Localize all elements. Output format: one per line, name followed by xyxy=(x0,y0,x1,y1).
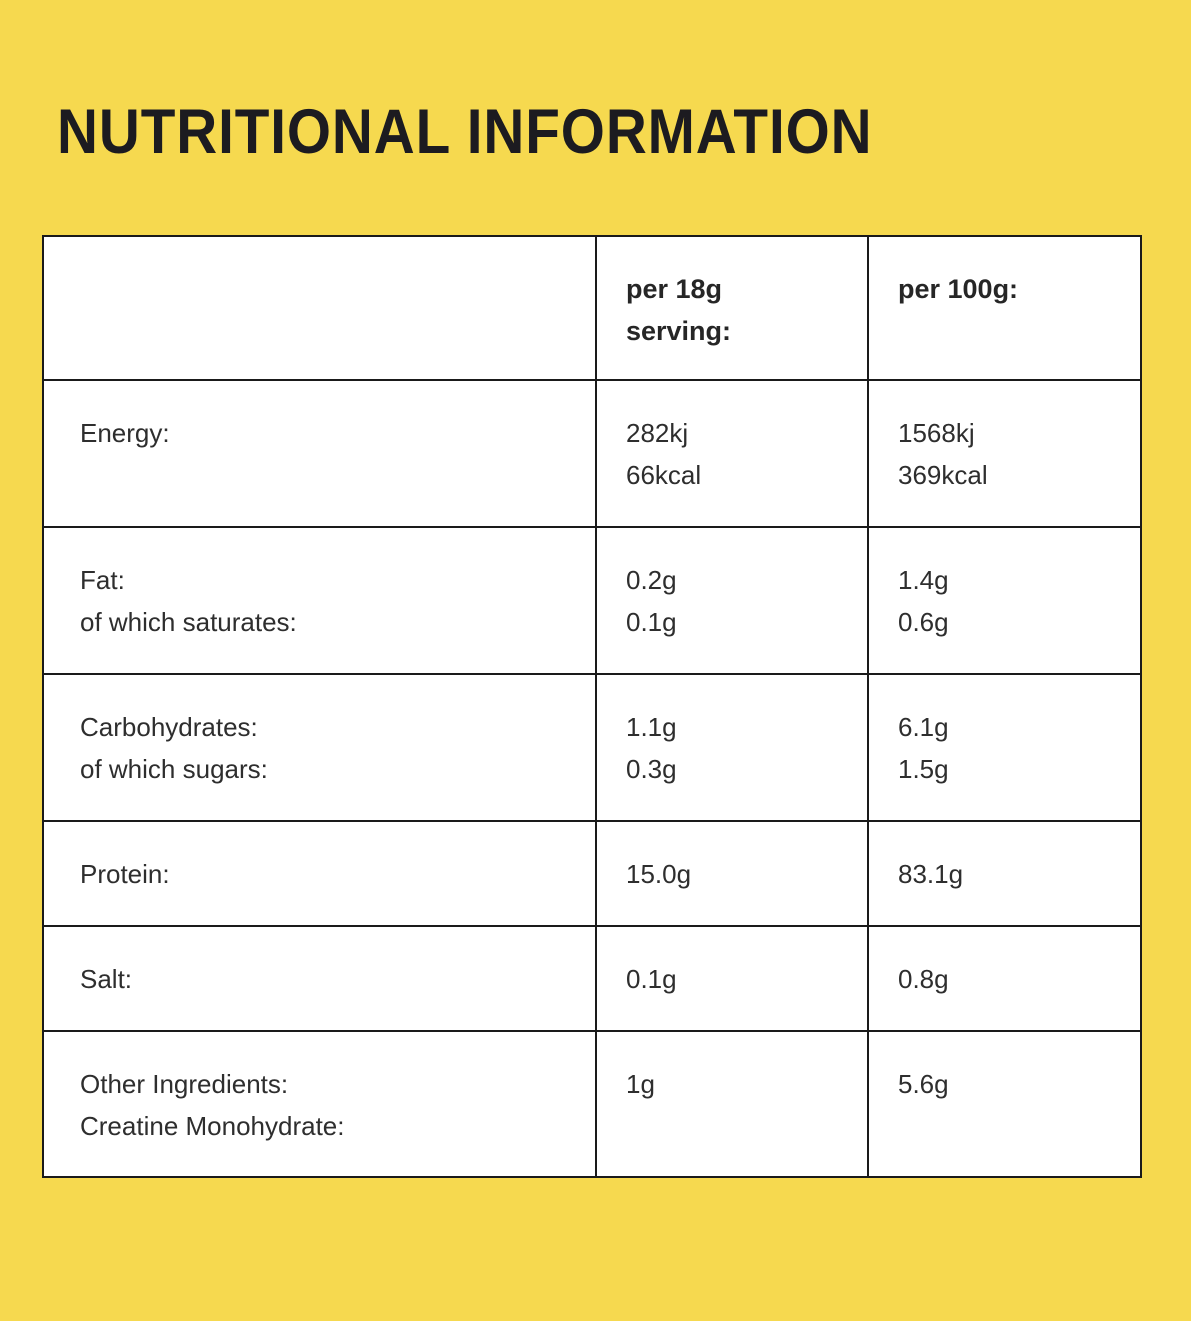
row-energy: Energy: 282kj 66kcal 1568kj 369kcal xyxy=(42,379,1142,528)
value-per-100g: 6.1g 1.5g xyxy=(867,673,1142,822)
value-per-100g: 1568kj 369kcal xyxy=(867,379,1142,528)
page-title: NUTRITIONAL INFORMATION xyxy=(57,97,873,167)
value-per-serving: 0.1g xyxy=(595,925,869,1032)
row-label: Energy: xyxy=(42,379,597,528)
value-per-serving: 1g xyxy=(595,1030,869,1178)
col-header-per-100g: per 100g: xyxy=(867,235,1142,381)
row-other-ingredients: Other Ingredients: Creatine Monohydrate:… xyxy=(42,1030,1142,1178)
value-per-100g: 83.1g xyxy=(867,820,1142,927)
col-header-empty xyxy=(42,235,597,381)
nutrition-table: per 18g serving: per 100g: Energy: 282kj… xyxy=(42,235,1142,1178)
row-label: Carbohydrates: of which sugars: xyxy=(42,673,597,822)
header-row: per 18g serving: per 100g: xyxy=(42,235,1142,381)
row-salt: Salt: 0.1g 0.8g xyxy=(42,925,1142,1032)
row-fat: Fat: of which saturates: 0.2g 0.1g 1.4g … xyxy=(42,526,1142,675)
value-per-serving: 0.2g 0.1g xyxy=(595,526,869,675)
row-protein: Protein: 15.0g 83.1g xyxy=(42,820,1142,927)
value-per-serving: 282kj 66kcal xyxy=(595,379,869,528)
row-label: Other Ingredients: Creatine Monohydrate: xyxy=(42,1030,597,1178)
row-label: Protein: xyxy=(42,820,597,927)
value-per-100g: 5.6g xyxy=(867,1030,1142,1178)
value-per-100g: 1.4g 0.6g xyxy=(867,526,1142,675)
col-header-per-serving: per 18g serving: xyxy=(595,235,869,381)
row-carbohydrates: Carbohydrates: of which sugars: 1.1g 0.3… xyxy=(42,673,1142,822)
value-per-serving: 15.0g xyxy=(595,820,869,927)
row-label: Salt: xyxy=(42,925,597,1032)
row-label: Fat: of which saturates: xyxy=(42,526,597,675)
value-per-100g: 0.8g xyxy=(867,925,1142,1032)
value-per-serving: 1.1g 0.3g xyxy=(595,673,869,822)
